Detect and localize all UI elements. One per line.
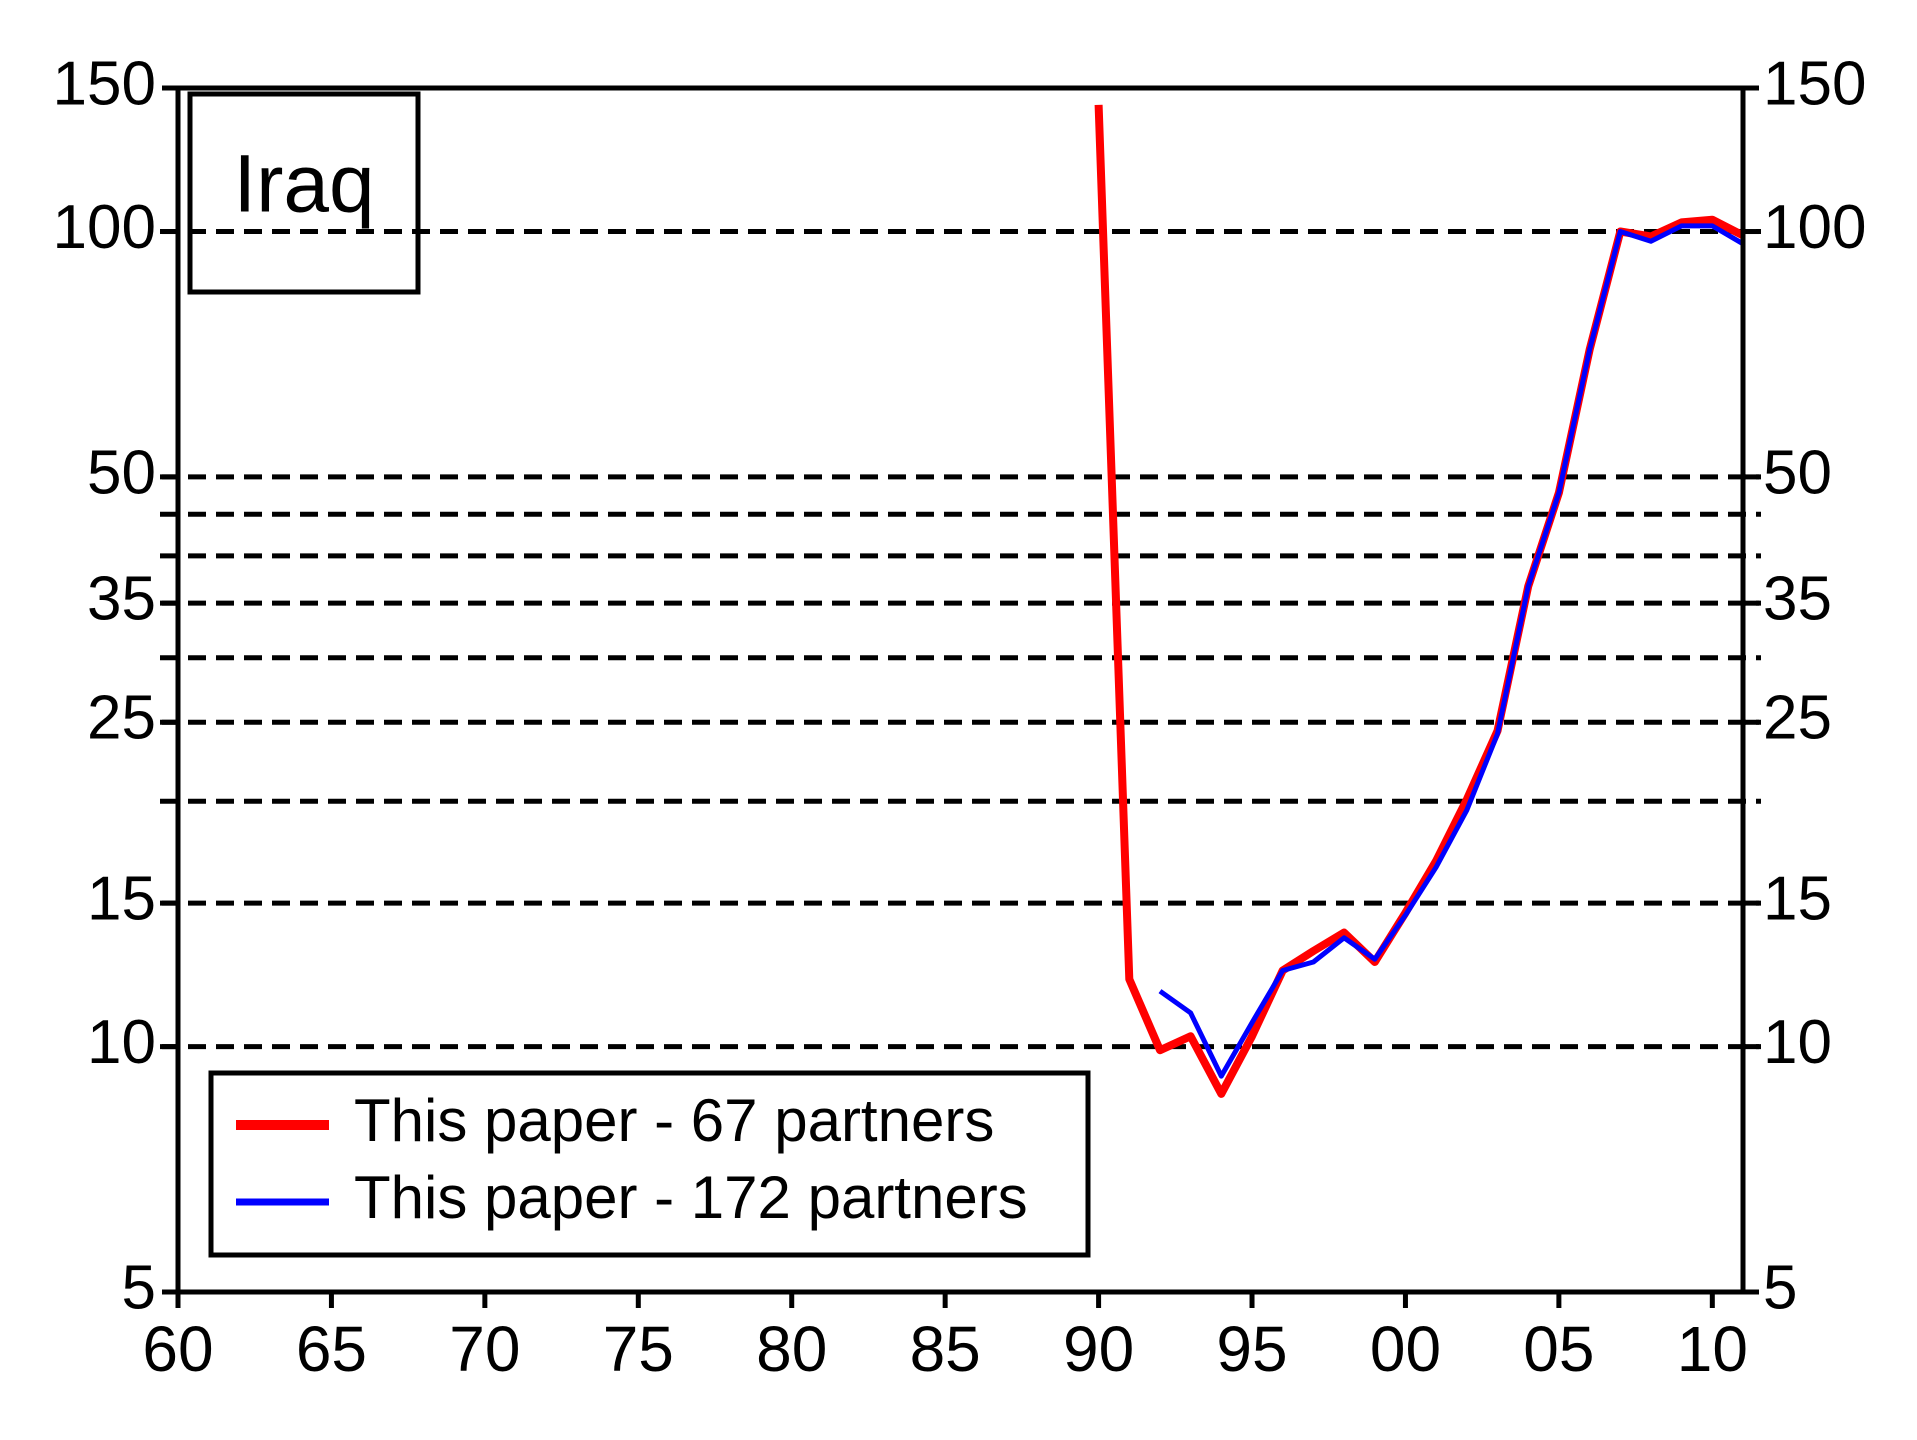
y2-tick-label: 50: [1763, 438, 1832, 507]
y2-tick-label: 150: [1763, 49, 1866, 118]
x-tick-label: 85: [910, 1313, 981, 1385]
x-tick-label: 05: [1523, 1313, 1594, 1385]
x-tick-label: 75: [603, 1313, 674, 1385]
y2-tick-label: 15: [1763, 864, 1832, 933]
y-tick-label: 10: [87, 1008, 156, 1077]
y2-tick-label: 10: [1763, 1008, 1832, 1077]
legend-box: [208, 1070, 1091, 1258]
y2-tick-label: 100: [1763, 193, 1866, 262]
y2-tick-label: 35: [1763, 565, 1832, 634]
y-tick-label: 150: [53, 49, 156, 118]
y-tick-label: 15: [87, 864, 156, 933]
legend-label: This paper - 172 partners: [354, 1164, 1028, 1231]
y-tick-label: 25: [87, 684, 156, 753]
x-tick-label: 70: [449, 1313, 520, 1385]
y-tick-label: 5: [122, 1253, 156, 1322]
y2-tick-label: 25: [1763, 684, 1832, 753]
plot-frame: [175, 85, 1746, 1295]
legend-label: This paper - 67 partners: [354, 1087, 994, 1154]
series-line: [1158, 223, 1745, 1079]
y2-tick-label: 5: [1763, 1253, 1797, 1322]
x-tick-label: 80: [756, 1313, 827, 1385]
title-box: [187, 91, 421, 295]
series-line: [1094, 104, 1745, 1098]
x-tick-label: 60: [142, 1313, 213, 1385]
x-tick-label: 90: [1063, 1313, 1134, 1385]
y-tick-label: 100: [53, 193, 156, 262]
x-tick-label: 95: [1216, 1313, 1287, 1385]
y-tick-label: 50: [87, 438, 156, 507]
chart-title: Iraq: [233, 139, 374, 230]
x-tick-label: 00: [1370, 1313, 1441, 1385]
y-tick-label: 35: [87, 565, 156, 634]
x-tick-label: 10: [1677, 1313, 1748, 1385]
x-tick-label: 65: [296, 1313, 367, 1385]
